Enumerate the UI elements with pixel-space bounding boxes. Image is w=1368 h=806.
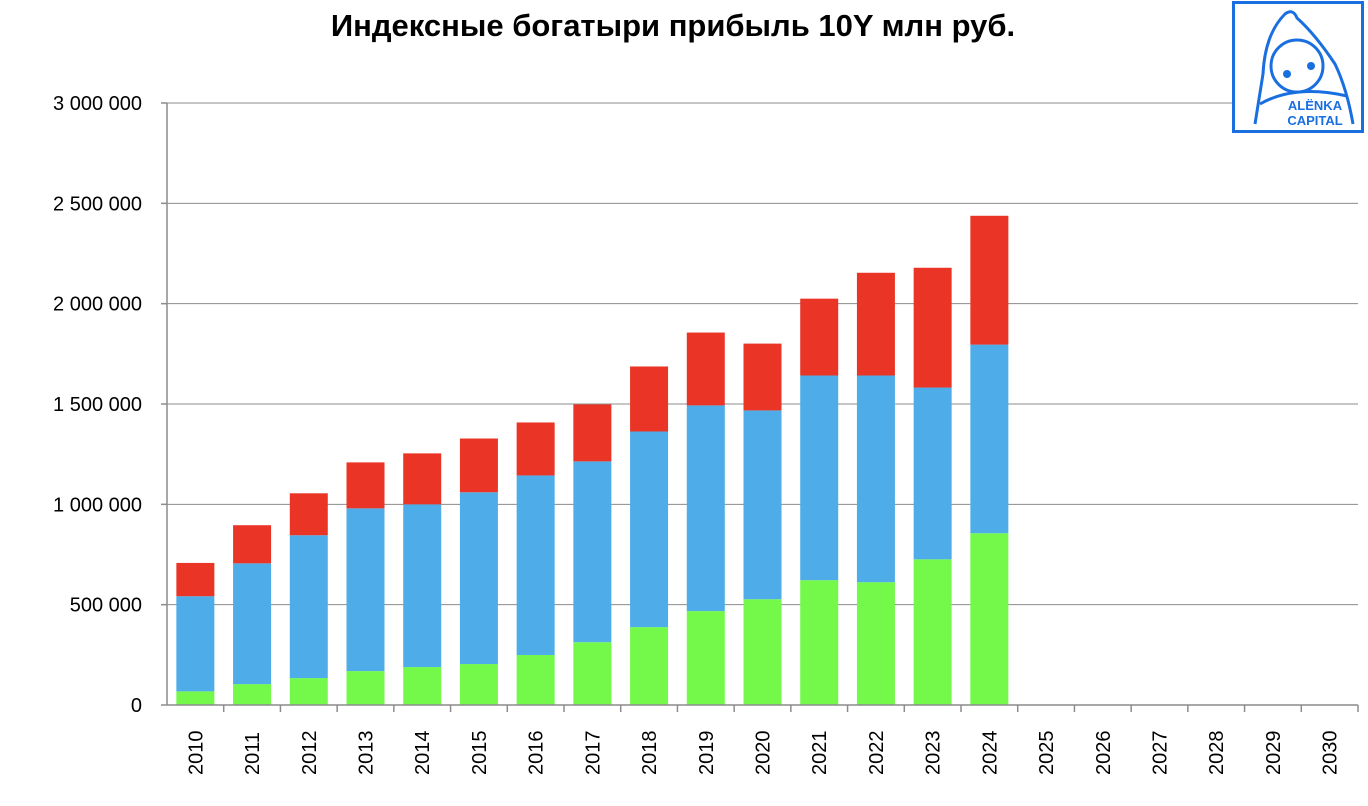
y-tick-label: 500 000 — [70, 595, 142, 617]
bar-segment-2020-s1 — [743, 599, 782, 705]
y-tick-label: 2 500 000 — [53, 193, 142, 215]
x-tick-label: 2026 — [1093, 731, 1115, 776]
alenka-capital-logo: ALЁNKA CAPITAL — [1232, 1, 1364, 133]
bar-segment-2024-s1 — [970, 533, 1009, 705]
bar-segment-2023-s1 — [913, 559, 952, 705]
x-tick-label: 2023 — [923, 731, 945, 776]
bar-segment-2023-s2 — [913, 387, 952, 560]
x-tick-label: 2025 — [1036, 731, 1058, 776]
bar-segment-2010-s2 — [176, 596, 215, 692]
bar-segment-2024-s3 — [970, 215, 1009, 345]
bar-segment-2012-s3 — [289, 493, 328, 536]
bar-segment-2013-s1 — [346, 671, 385, 705]
y-tick-label: 2 000 000 — [53, 294, 142, 316]
x-tick-label: 2027 — [1150, 731, 1172, 776]
bar-segment-2019-s3 — [686, 332, 725, 406]
bar-segment-2015-s1 — [459, 664, 498, 705]
x-tick-label: 2021 — [809, 731, 831, 776]
bar-segment-2019-s2 — [686, 405, 725, 612]
bar-segment-2018-s3 — [630, 366, 669, 432]
x-tick-label: 2015 — [469, 731, 491, 776]
bar-segment-2020-s3 — [743, 343, 782, 411]
x-tick-label: 2014 — [412, 731, 434, 776]
bar-segment-2015-s3 — [459, 438, 498, 493]
bar-segment-2012-s1 — [289, 678, 328, 705]
logo-text-1: ALЁNKA — [1288, 98, 1343, 113]
bar-segment-2023-s3 — [913, 267, 952, 388]
x-tick-label: 2030 — [1320, 731, 1342, 776]
bar-segment-2017-s1 — [573, 642, 612, 705]
x-tick-label: 2020 — [753, 731, 775, 776]
bar-segment-2020-s2 — [743, 410, 782, 600]
x-tick-label: 2017 — [582, 731, 604, 776]
bar-segment-2013-s3 — [346, 462, 385, 509]
bar-segment-2024-s2 — [970, 344, 1009, 534]
x-tick-label: 2011 — [242, 732, 264, 775]
bar-segment-2011-s1 — [233, 684, 272, 705]
y-tick-label: 3 000 000 — [53, 93, 142, 115]
x-tick-label: 2010 — [185, 731, 207, 776]
bar-segment-2016-s2 — [516, 475, 555, 656]
bar-segment-2021-s2 — [800, 375, 839, 581]
bar-segment-2017-s2 — [573, 461, 612, 643]
bar-segment-2018-s2 — [630, 431, 669, 628]
bar-segment-2021-s3 — [800, 298, 839, 376]
bar-segment-2022-s2 — [856, 375, 895, 583]
y-tick-label: 0 — [131, 695, 142, 717]
bar-segment-2010-s1 — [176, 691, 215, 705]
bar-segment-2011-s2 — [233, 563, 272, 685]
y-tick-label: 1 000 000 — [53, 494, 142, 516]
x-tick-label: 2016 — [526, 731, 548, 776]
x-tick-label: 2028 — [1206, 731, 1228, 776]
bar-segment-2013-s2 — [346, 508, 385, 672]
x-tick-label: 2022 — [866, 731, 888, 776]
bar-segment-2019-s1 — [686, 611, 725, 705]
x-tick-label: 2012 — [299, 731, 321, 776]
y-tick-label: 1 500 000 — [53, 394, 142, 416]
bar-segment-2014-s3 — [403, 453, 442, 505]
x-tick-label: 2013 — [356, 731, 378, 776]
bar-segment-2021-s1 — [800, 580, 839, 705]
x-tick-label: 2018 — [639, 731, 661, 776]
bar-segment-2022-s3 — [856, 272, 895, 376]
x-tick-label: 2019 — [696, 731, 718, 776]
bar-segment-2012-s2 — [289, 535, 328, 679]
x-tick-label: 2024 — [979, 731, 1001, 776]
bar-segment-2014-s1 — [403, 667, 442, 705]
x-tick-label: 2029 — [1263, 731, 1285, 776]
bar-segment-2015-s2 — [459, 492, 498, 665]
bar-segment-2016-s3 — [516, 422, 555, 476]
logo-text-2: CAPITAL — [1287, 113, 1342, 128]
matryoshka-logo-icon: ALЁNKA CAPITAL — [1253, 10, 1355, 128]
bar-segment-2017-s3 — [573, 404, 612, 462]
bar-segment-2022-s1 — [856, 582, 895, 705]
bar-segment-2018-s1 — [630, 627, 669, 705]
bar-segment-2016-s1 — [516, 655, 555, 705]
chart-title: Индексные богатыри прибыль 10Y млн руб. — [330, 8, 1016, 43]
bar-segment-2010-s3 — [176, 562, 215, 597]
bar-segment-2011-s3 — [233, 525, 272, 564]
bar-segment-2014-s2 — [403, 504, 442, 668]
